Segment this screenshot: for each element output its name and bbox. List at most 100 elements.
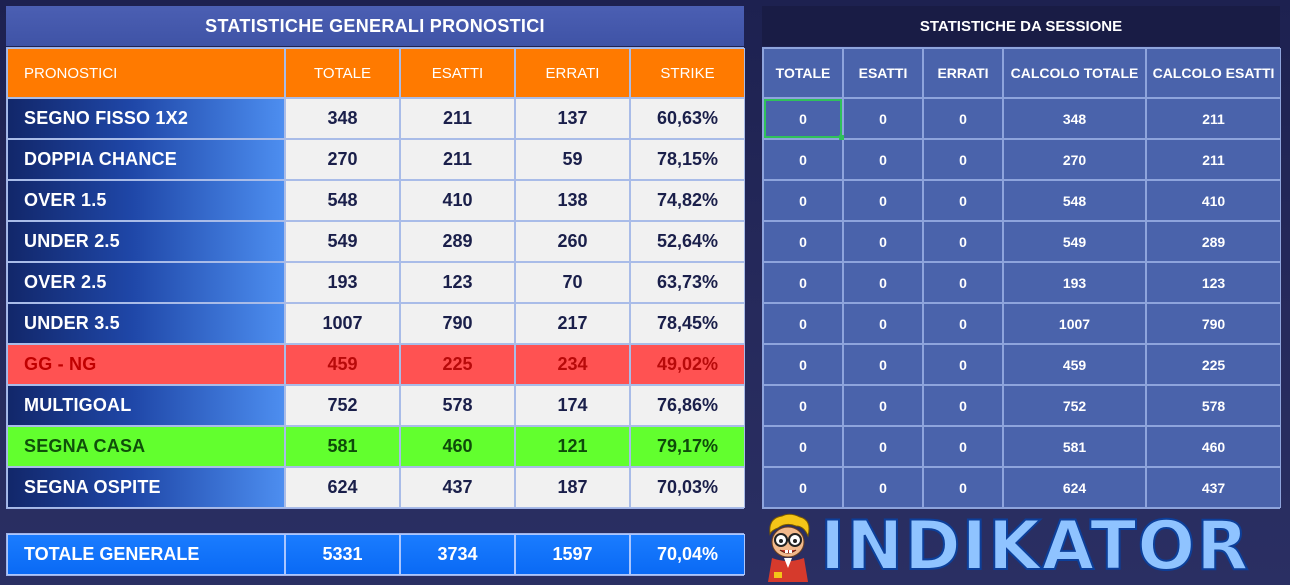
row-strike-cell[interactable]: 76,86%	[630, 385, 745, 426]
session-errati-cell[interactable]: 0	[923, 385, 1003, 426]
row-errati-cell[interactable]: 234	[515, 344, 630, 385]
session-errati-cell[interactable]: 0	[923, 221, 1003, 262]
session-totale-cell[interactable]: 0	[763, 426, 843, 467]
session-errati-cell[interactable]: 0	[923, 180, 1003, 221]
session-calcolo-esatti-cell[interactable]: 211	[1146, 139, 1281, 180]
session-calcolo-totale-cell[interactable]: 581	[1003, 426, 1146, 467]
row-totale-cell[interactable]: 348	[285, 98, 400, 139]
session-calcolo-totale-cell[interactable]: 348	[1003, 98, 1146, 139]
row-esatti-cell[interactable]: 437	[400, 467, 515, 508]
session-col-header-errati[interactable]: ERRATI	[923, 48, 1003, 98]
row-errati-cell[interactable]: 260	[515, 221, 630, 262]
row-label-cell[interactable]: UNDER 2.5	[7, 221, 285, 262]
row-esatti-cell[interactable]: 211	[400, 98, 515, 139]
session-calcolo-esatti-cell[interactable]: 790	[1146, 303, 1281, 344]
row-totale-cell[interactable]: 624	[285, 467, 400, 508]
row-totale-cell[interactable]: 548	[285, 180, 400, 221]
session-esatti-cell[interactable]: 0	[843, 180, 923, 221]
session-errati-cell[interactable]: 0	[923, 262, 1003, 303]
session-esatti-cell[interactable]: 0	[843, 426, 923, 467]
row-errati-cell[interactable]: 187	[515, 467, 630, 508]
row-errati-cell[interactable]: 59	[515, 139, 630, 180]
row-strike-cell[interactable]: 49,02%	[630, 344, 745, 385]
row-label-cell[interactable]: GG - NG	[7, 344, 285, 385]
session-calcolo-totale-cell[interactable]: 270	[1003, 139, 1146, 180]
row-label-cell[interactable]: MULTIGOAL	[7, 385, 285, 426]
row-esatti-cell[interactable]: 225	[400, 344, 515, 385]
session-calcolo-esatti-cell[interactable]: 578	[1146, 385, 1281, 426]
row-errati-cell[interactable]: 70	[515, 262, 630, 303]
row-strike-cell[interactable]: 70,03%	[630, 467, 745, 508]
session-col-header-totale[interactable]: TOTALE	[763, 48, 843, 98]
row-label-cell[interactable]: SEGNO FISSO 1X2	[7, 98, 285, 139]
session-totale-cell[interactable]: 0	[763, 467, 843, 508]
row-totale-cell[interactable]: 193	[285, 262, 400, 303]
session-calcolo-totale-cell[interactable]: 459	[1003, 344, 1146, 385]
row-esatti-cell[interactable]: 578	[400, 385, 515, 426]
session-errati-cell[interactable]: 0	[923, 98, 1003, 139]
row-errati-cell[interactable]: 137	[515, 98, 630, 139]
session-errati-cell[interactable]: 0	[923, 467, 1003, 508]
session-esatti-cell[interactable]: 0	[843, 344, 923, 385]
session-esatti-cell[interactable]: 0	[843, 98, 923, 139]
session-errati-cell[interactable]: 0	[923, 426, 1003, 467]
row-esatti-cell[interactable]: 211	[400, 139, 515, 180]
session-calcolo-totale-cell[interactable]: 193	[1003, 262, 1146, 303]
session-col-header-calcolo-esatti[interactable]: CALCOLO ESATTI	[1146, 48, 1281, 98]
session-esatti-cell[interactable]: 0	[843, 385, 923, 426]
session-calcolo-esatti-cell[interactable]: 225	[1146, 344, 1281, 385]
row-errati-cell[interactable]: 217	[515, 303, 630, 344]
row-totale-cell[interactable]: 270	[285, 139, 400, 180]
session-calcolo-totale-cell[interactable]: 624	[1003, 467, 1146, 508]
session-totale-cell[interactable]: 0	[763, 344, 843, 385]
session-calcolo-esatti-cell[interactable]: 123	[1146, 262, 1281, 303]
total-errati-cell[interactable]: 1597	[515, 534, 630, 575]
row-totale-cell[interactable]: 1007	[285, 303, 400, 344]
session-totale-cell[interactable]: 0	[763, 221, 843, 262]
session-calcolo-esatti-cell[interactable]: 410	[1146, 180, 1281, 221]
col-header-totale[interactable]: TOTALE	[285, 48, 400, 98]
row-errati-cell[interactable]: 174	[515, 385, 630, 426]
row-label-cell[interactable]: OVER 2.5	[7, 262, 285, 303]
row-label-cell[interactable]: DOPPIA CHANCE	[7, 139, 285, 180]
row-totale-cell[interactable]: 581	[285, 426, 400, 467]
row-totale-cell[interactable]: 752	[285, 385, 400, 426]
col-header-esatti[interactable]: ESATTI	[400, 48, 515, 98]
row-strike-cell[interactable]: 78,15%	[630, 139, 745, 180]
session-totale-cell[interactable]: 0	[763, 385, 843, 426]
session-calcolo-esatti-cell[interactable]: 460	[1146, 426, 1281, 467]
session-esatti-cell[interactable]: 0	[843, 221, 923, 262]
col-header-errati[interactable]: ERRATI	[515, 48, 630, 98]
col-header-pronostici[interactable]: PRONOSTICI	[7, 48, 285, 98]
session-calcolo-totale-cell[interactable]: 752	[1003, 385, 1146, 426]
row-strike-cell[interactable]: 74,82%	[630, 180, 745, 221]
total-label-cell[interactable]: TOTALE GENERALE	[7, 534, 285, 575]
session-esatti-cell[interactable]: 0	[843, 303, 923, 344]
session-calcolo-totale-cell[interactable]: 549	[1003, 221, 1146, 262]
session-totale-cell[interactable]: 0	[763, 98, 844, 140]
row-strike-cell[interactable]: 78,45%	[630, 303, 745, 344]
col-header-strike[interactable]: STRIKE	[630, 48, 745, 98]
session-totale-cell[interactable]: 0	[763, 180, 843, 221]
session-calcolo-esatti-cell[interactable]: 437	[1146, 467, 1281, 508]
row-esatti-cell[interactable]: 289	[400, 221, 515, 262]
row-strike-cell[interactable]: 52,64%	[630, 221, 745, 262]
row-esatti-cell[interactable]: 410	[400, 180, 515, 221]
session-errati-cell[interactable]: 0	[923, 303, 1003, 344]
session-esatti-cell[interactable]: 0	[843, 262, 923, 303]
row-label-cell[interactable]: OVER 1.5	[7, 180, 285, 221]
session-totale-cell[interactable]: 0	[763, 139, 843, 180]
row-strike-cell[interactable]: 60,63%	[630, 98, 745, 139]
session-calcolo-totale-cell[interactable]: 1007	[1003, 303, 1146, 344]
row-errati-cell[interactable]: 138	[515, 180, 630, 221]
row-label-cell[interactable]: UNDER 3.5	[7, 303, 285, 344]
row-esatti-cell[interactable]: 460	[400, 426, 515, 467]
session-errati-cell[interactable]: 0	[923, 344, 1003, 385]
row-errati-cell[interactable]: 121	[515, 426, 630, 467]
row-label-cell[interactable]: SEGNA CASA	[7, 426, 285, 467]
row-totale-cell[interactable]: 459	[285, 344, 400, 385]
session-calcolo-esatti-cell[interactable]: 211	[1146, 98, 1281, 139]
session-totale-cell[interactable]: 0	[763, 303, 843, 344]
row-esatti-cell[interactable]: 123	[400, 262, 515, 303]
session-totale-cell[interactable]: 0	[763, 262, 843, 303]
